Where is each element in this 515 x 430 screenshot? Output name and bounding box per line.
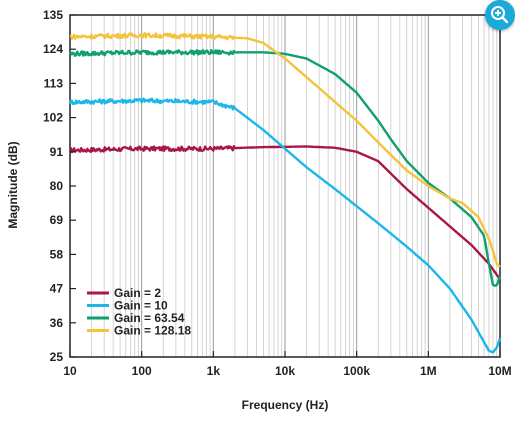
- x-axis-label: Frequency (Hz): [242, 398, 329, 412]
- x-tick-label: 10k: [275, 364, 295, 378]
- y-tick-label: 91: [50, 145, 64, 159]
- x-tick-label: 1M: [420, 364, 437, 378]
- x-tick-label: 10: [63, 364, 77, 378]
- y-tick-label: 135: [43, 8, 63, 22]
- series-layer: [68, 32, 502, 354]
- legend-entry: Gain = 128.18: [114, 324, 191, 338]
- series-line-4: [69, 32, 501, 268]
- y-tick-label: 69: [50, 213, 64, 227]
- y-tick-label: 80: [50, 179, 64, 193]
- x-tick-label: 100k: [343, 364, 370, 378]
- series-line-3: [68, 49, 502, 287]
- x-tick-label: 1k: [207, 364, 221, 378]
- y-tick-label: 124: [43, 42, 63, 56]
- y-tick-label: 47: [50, 282, 64, 296]
- legend-entry: Gain = 10: [114, 299, 168, 313]
- y-tick-label: 58: [50, 247, 64, 261]
- y-tick-label: 25: [50, 350, 64, 364]
- x-tick-label: 10M: [488, 364, 511, 378]
- zoom-in-button[interactable]: [485, 0, 515, 30]
- y-tick-label: 102: [43, 111, 63, 125]
- y-tick-label: 113: [44, 76, 64, 90]
- y-axis-ticks: 25 36 47 58 69 80 91 102 113 124 135: [43, 8, 76, 364]
- x-axis-ticks: 10 100 1k 10k 100k 1M 10M: [63, 351, 512, 378]
- zoom-in-icon: [491, 6, 509, 24]
- series-line-1: [69, 145, 501, 280]
- grid-lines: [69, 15, 498, 357]
- legend-entry: Gain = 2: [114, 286, 161, 300]
- legend-entry: Gain = 63.54: [114, 311, 185, 325]
- y-tick-label: 36: [50, 316, 64, 330]
- y-axis-label: Magnitude (dB): [6, 141, 20, 228]
- series-line-2: [68, 97, 502, 354]
- x-tick-label: 100: [132, 364, 152, 378]
